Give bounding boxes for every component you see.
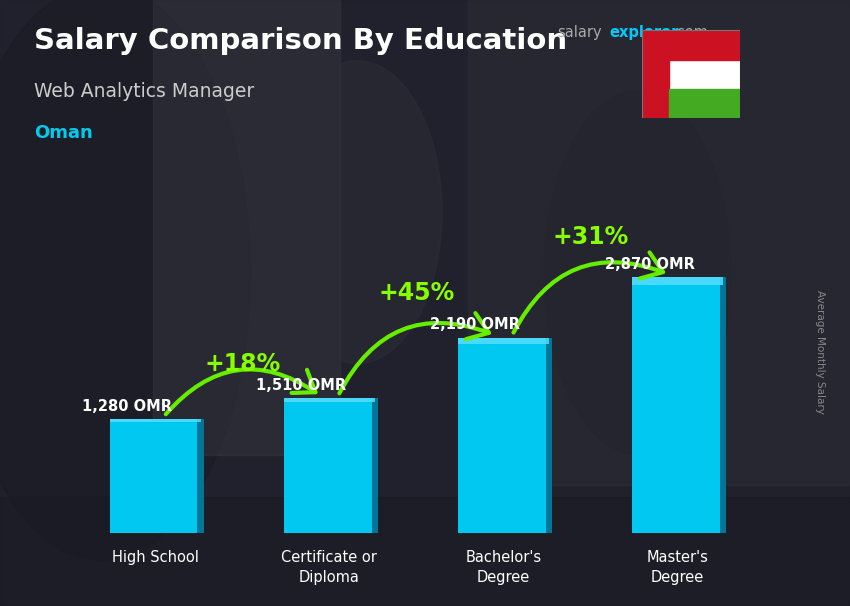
Text: Web Analytics Manager: Web Analytics Manager <box>34 82 254 101</box>
Ellipse shape <box>544 91 731 454</box>
Text: +31%: +31% <box>552 225 629 249</box>
Bar <box>110 419 201 533</box>
Text: .com: .com <box>672 25 708 41</box>
Bar <box>458 338 549 533</box>
Text: Salary Comparison By Education: Salary Comparison By Education <box>34 27 567 55</box>
Bar <box>284 398 375 533</box>
Text: explorer: explorer <box>609 25 679 41</box>
Bar <box>110 419 201 422</box>
Bar <box>458 338 549 344</box>
Bar <box>153 0 340 454</box>
FancyArrowPatch shape <box>166 369 315 414</box>
Bar <box>670 88 740 118</box>
Ellipse shape <box>272 61 442 364</box>
Bar <box>670 30 740 60</box>
Ellipse shape <box>0 0 251 561</box>
FancyBboxPatch shape <box>197 419 204 533</box>
Text: 2,870 OMR: 2,870 OMR <box>604 256 694 271</box>
Text: +18%: +18% <box>204 353 280 376</box>
Text: 1,280 OMR: 1,280 OMR <box>82 399 173 414</box>
Text: +45%: +45% <box>378 281 455 305</box>
FancyBboxPatch shape <box>720 277 726 533</box>
Bar <box>632 277 723 285</box>
FancyArrowPatch shape <box>513 252 663 333</box>
FancyBboxPatch shape <box>371 398 378 533</box>
Text: salary: salary <box>557 25 601 41</box>
Bar <box>0 497 850 606</box>
Bar <box>468 0 850 485</box>
FancyArrowPatch shape <box>339 313 489 393</box>
Bar <box>642 30 670 118</box>
Text: 1,510 OMR: 1,510 OMR <box>257 378 347 393</box>
FancyBboxPatch shape <box>546 338 552 533</box>
Text: Oman: Oman <box>34 124 93 142</box>
Text: 2,190 OMR: 2,190 OMR <box>430 318 520 332</box>
Bar <box>632 277 723 533</box>
Bar <box>284 398 375 402</box>
Text: Average Monthly Salary: Average Monthly Salary <box>815 290 825 413</box>
